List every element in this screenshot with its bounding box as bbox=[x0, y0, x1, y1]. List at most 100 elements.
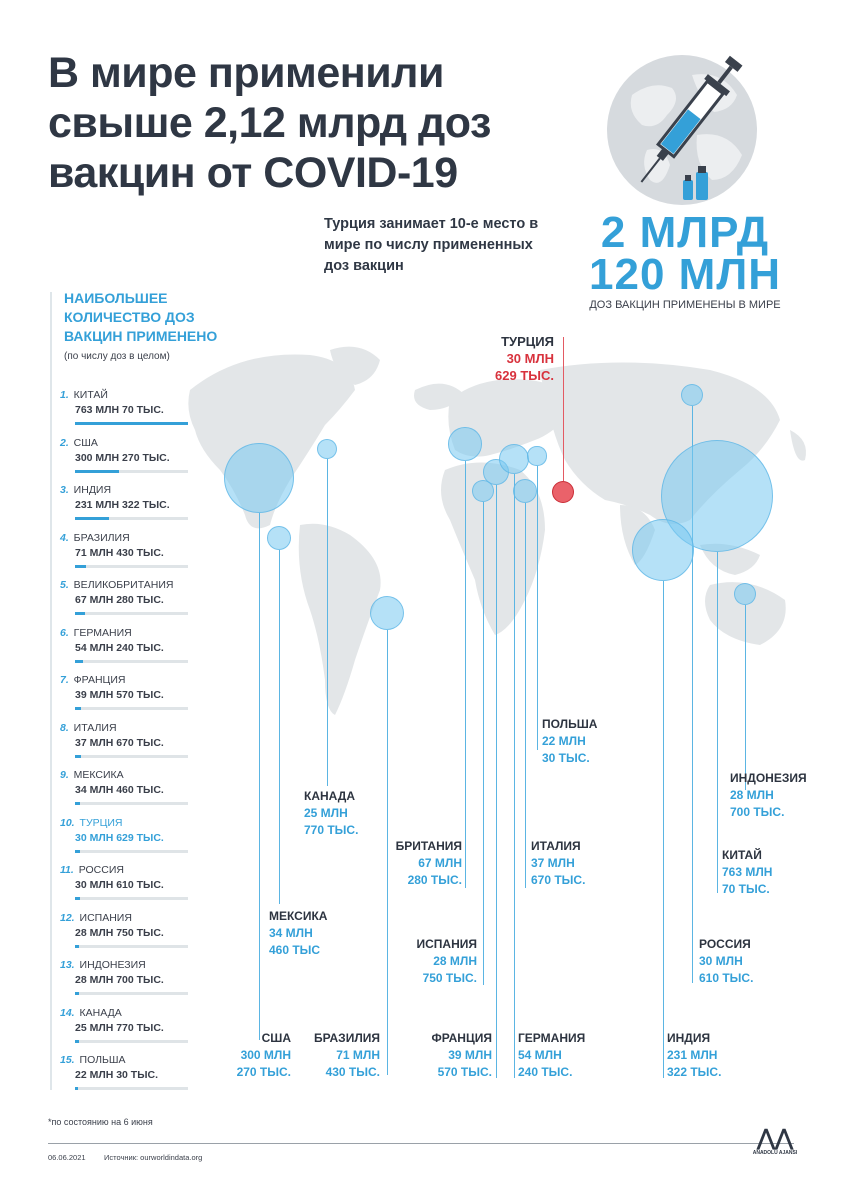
leader-line bbox=[327, 459, 328, 786]
rank-bar-track bbox=[75, 469, 188, 473]
rank-item-title: 1. КИТАЙ bbox=[60, 389, 230, 401]
map-bubble bbox=[632, 519, 694, 581]
leader-line bbox=[663, 580, 664, 1078]
rank-value: 30 МЛН 629 ТЫС. bbox=[75, 831, 164, 844]
rank-bar-track bbox=[75, 754, 188, 758]
rank-value: 763 МЛН 70 ТЫС. bbox=[75, 404, 164, 416]
rank-value: 28 МЛН 700 ТЫС. bbox=[75, 974, 164, 986]
rank-bar-track bbox=[75, 612, 188, 615]
aa-logo-icon: ⋀⋀ bbox=[756, 1125, 794, 1151]
rank-item: 10. ТУРЦИЯ 30 МЛН 629 ТЫС. bbox=[60, 817, 230, 863]
rank-value: 37 МЛН 670 ТЫС. bbox=[75, 736, 164, 749]
aa-logo-text: ANADOLU AJANSI bbox=[752, 1150, 798, 1156]
leader-line bbox=[525, 503, 526, 888]
rank-bar-track bbox=[75, 1087, 188, 1090]
subtitle: Турция занимает 10-е место в мире по чис… bbox=[324, 216, 539, 274]
rank-value: 300 МЛН 270 ТЫС. bbox=[75, 451, 170, 464]
rank-value: 67 МЛН 280 ТЫС. bbox=[75, 594, 164, 606]
rank-item: 2. США 300 МЛН 270 ТЫС. bbox=[60, 437, 230, 483]
rank-bar-track bbox=[75, 897, 188, 900]
rank-country: ИНДОНЕЗИЯ bbox=[76, 959, 146, 971]
rank-number: 5. bbox=[60, 579, 69, 591]
rank-number: 12. bbox=[60, 911, 75, 924]
rank-bar-track bbox=[75, 849, 188, 853]
leader-line bbox=[692, 406, 693, 983]
ranking-note: (по числу доз в целом) bbox=[64, 351, 170, 362]
rank-item: 12. ИСПАНИЯ 28 МЛН 750 ТЫС. bbox=[60, 912, 230, 958]
total-doses-value: 2 МЛРД 120 МЛН bbox=[560, 211, 810, 299]
ranking-header: НАИБОЛЬШЕЕ КОЛИЧЕСТВО ДОЗ ВАКЦИН ПРИМЕНЕ… bbox=[64, 290, 218, 344]
map-label-poland: ПОЛЬША 22 МЛН 30 ТЫС. bbox=[542, 717, 598, 765]
map-label-france: ФРАНЦИЯ 39 МЛН 570 ТЫС. bbox=[431, 1031, 492, 1079]
rank-number: 1. bbox=[60, 389, 69, 401]
rank-country: БРАЗИЛИЯ bbox=[70, 531, 130, 544]
rank-bar bbox=[75, 422, 188, 425]
rank-number: 14. bbox=[60, 1006, 75, 1019]
map-label-india: ИНДИЯ 231 МЛН 322 ТЫС. bbox=[667, 1031, 722, 1079]
rank-item: 11. РОССИЯ 30 МЛН 610 ТЫС. bbox=[60, 864, 230, 910]
rank-item: 3. ИНДИЯ 231 МЛН 322 ТЫС. bbox=[60, 484, 230, 530]
leader-line bbox=[496, 484, 497, 1078]
rank-item: 8. ИТАЛИЯ 37 МЛН 670 ТЫС. bbox=[60, 722, 230, 768]
rank-country: ГЕРМАНИЯ bbox=[70, 626, 132, 639]
rank-bar bbox=[75, 802, 81, 805]
rank-bar bbox=[75, 992, 80, 995]
rank-item-title: 8. ИТАЛИЯ bbox=[60, 722, 230, 734]
map-bubble bbox=[512, 478, 538, 504]
map-bubble bbox=[369, 595, 405, 631]
map-bubble bbox=[527, 446, 547, 466]
map-label-britain: БРИТАНИЯ 67 МЛН 280 ТЫС. bbox=[395, 839, 462, 887]
footer-date: 06.06.2021 bbox=[48, 1153, 86, 1162]
rank-country: ФРАНЦИЯ bbox=[70, 674, 126, 686]
rank-item: 9. МЕКСИКА 34 МЛН 460 ТЫС. bbox=[60, 769, 230, 815]
rank-number: 4. bbox=[60, 531, 69, 544]
map-label-russia: РОССИЯ 30 МЛН 610 ТЫС. bbox=[699, 937, 754, 985]
map-bubble bbox=[472, 480, 494, 502]
globe-syringe-illustration bbox=[607, 55, 757, 205]
rank-number: 13. bbox=[60, 959, 75, 971]
rank-item: 5. ВЕЛИКОБРИТАНИЯ 67 МЛН 280 ТЫС. bbox=[60, 579, 230, 625]
rank-item-title: 2. США bbox=[60, 437, 230, 449]
rank-item-title: 12. ИСПАНИЯ bbox=[60, 912, 230, 924]
rank-item-title: 5. ВЕЛИКОБРИТАНИЯ bbox=[60, 579, 230, 591]
rank-country: ВЕЛИКОБРИТАНИЯ bbox=[70, 579, 174, 591]
rank-country: КАНАДА bbox=[76, 1006, 122, 1019]
rank-value: 54 МЛН 240 ТЫС. bbox=[75, 641, 164, 654]
rank-country: ПОЛЬША bbox=[76, 1054, 126, 1066]
ranking-panel-rule bbox=[50, 292, 52, 1090]
leader-line bbox=[745, 604, 746, 790]
rank-bar-track bbox=[75, 564, 188, 568]
rank-bar bbox=[75, 1087, 79, 1090]
rank-number: 6. bbox=[60, 626, 69, 639]
rank-bar bbox=[75, 469, 120, 473]
leader-line bbox=[279, 549, 280, 904]
world-map bbox=[188, 346, 806, 715]
rank-number: 11. bbox=[60, 864, 74, 876]
rank-number: 8. bbox=[60, 721, 69, 734]
leader-line bbox=[537, 465, 538, 750]
map-label-turkey: ТУРЦИЯ 30 МЛН 629 ТЫС. bbox=[495, 334, 554, 383]
map-bubble bbox=[223, 442, 295, 514]
rank-number: 9. bbox=[60, 769, 69, 781]
map-label-usa: США 300 МЛН 270 ТЫС. bbox=[236, 1031, 291, 1079]
map-bubble bbox=[316, 438, 338, 460]
leader-line bbox=[387, 630, 388, 1075]
rank-bar-track bbox=[75, 422, 188, 425]
rank-item-title: 14. КАНАДА bbox=[60, 1007, 230, 1019]
page-title: В мире применили свыше 2,12 млрд доз вак… bbox=[48, 49, 491, 197]
rank-bar bbox=[75, 754, 81, 758]
rank-value: 34 МЛН 460 ТЫС. bbox=[75, 784, 164, 796]
rank-item-title: 13. ИНДОНЕЗИЯ bbox=[60, 959, 230, 971]
rank-number: 10. bbox=[60, 816, 75, 829]
rank-country: ИНДИЯ bbox=[70, 484, 112, 496]
rank-bar bbox=[75, 897, 80, 900]
total-line2: 120 МЛН bbox=[589, 250, 781, 299]
rank-bar bbox=[75, 1039, 79, 1043]
rank-value: 28 МЛН 750 ТЫС. bbox=[75, 926, 164, 939]
map-bubble bbox=[499, 444, 529, 474]
rank-item-title: 4. БРАЗИЛИЯ bbox=[60, 532, 230, 544]
rank-number: 2. bbox=[60, 436, 69, 449]
rank-value: 22 МЛН 30 ТЫС. bbox=[75, 1069, 159, 1081]
rank-item: 15. ПОЛЬША 22 МЛН 30 ТЫС. bbox=[60, 1054, 230, 1100]
map-label-canada: КАНАДА 25 МЛН 770 ТЫС. bbox=[304, 789, 359, 837]
